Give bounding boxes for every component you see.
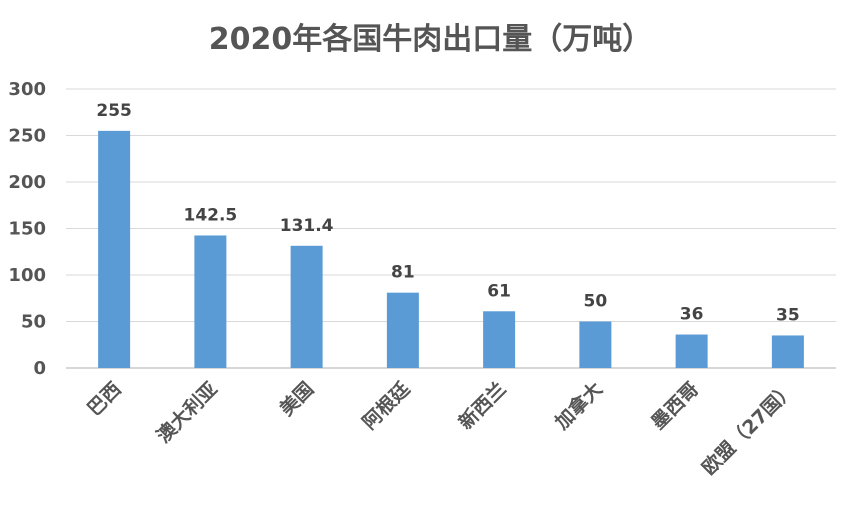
data-label: 142.5 [183,205,237,225]
x-tick-label: 墨西哥 [647,378,703,434]
y-tick-label: 150 [8,219,46,240]
data-label: 255 [96,101,132,121]
data-label: 50 [584,292,608,312]
x-tick-label: 巴西 [83,378,125,420]
x-tick-label: 加拿大 [550,377,607,434]
data-label: 81 [391,263,415,283]
bar [579,321,612,368]
bar [194,235,227,368]
y-tick-label: 0 [33,358,46,379]
y-tick-label: 100 [8,265,46,286]
x-tick-label: 美国 [275,377,318,420]
x-tick-label: 欧盟（27国） [697,377,799,479]
x-tick-label: 澳大利亚 [152,377,222,447]
bar [483,311,516,368]
data-label: 61 [487,281,511,301]
chart-title: 2020年各国牛肉出口量（万吨） [208,22,653,57]
bar [771,335,804,368]
y-tick-label: 300 [8,79,46,100]
bar [290,245,323,368]
data-label: 35 [776,305,800,325]
data-label: 36 [680,305,704,325]
y-tick-label: 250 [8,126,46,147]
y-tick-label: 50 [21,312,46,333]
y-tick-label: 200 [8,172,46,193]
x-tick-label: 新西兰 [454,377,511,434]
bar [675,334,708,368]
x-tick-label: 阿根廷 [358,377,415,434]
bar [98,130,131,368]
data-label: 131.4 [280,216,334,236]
bar [386,292,419,368]
